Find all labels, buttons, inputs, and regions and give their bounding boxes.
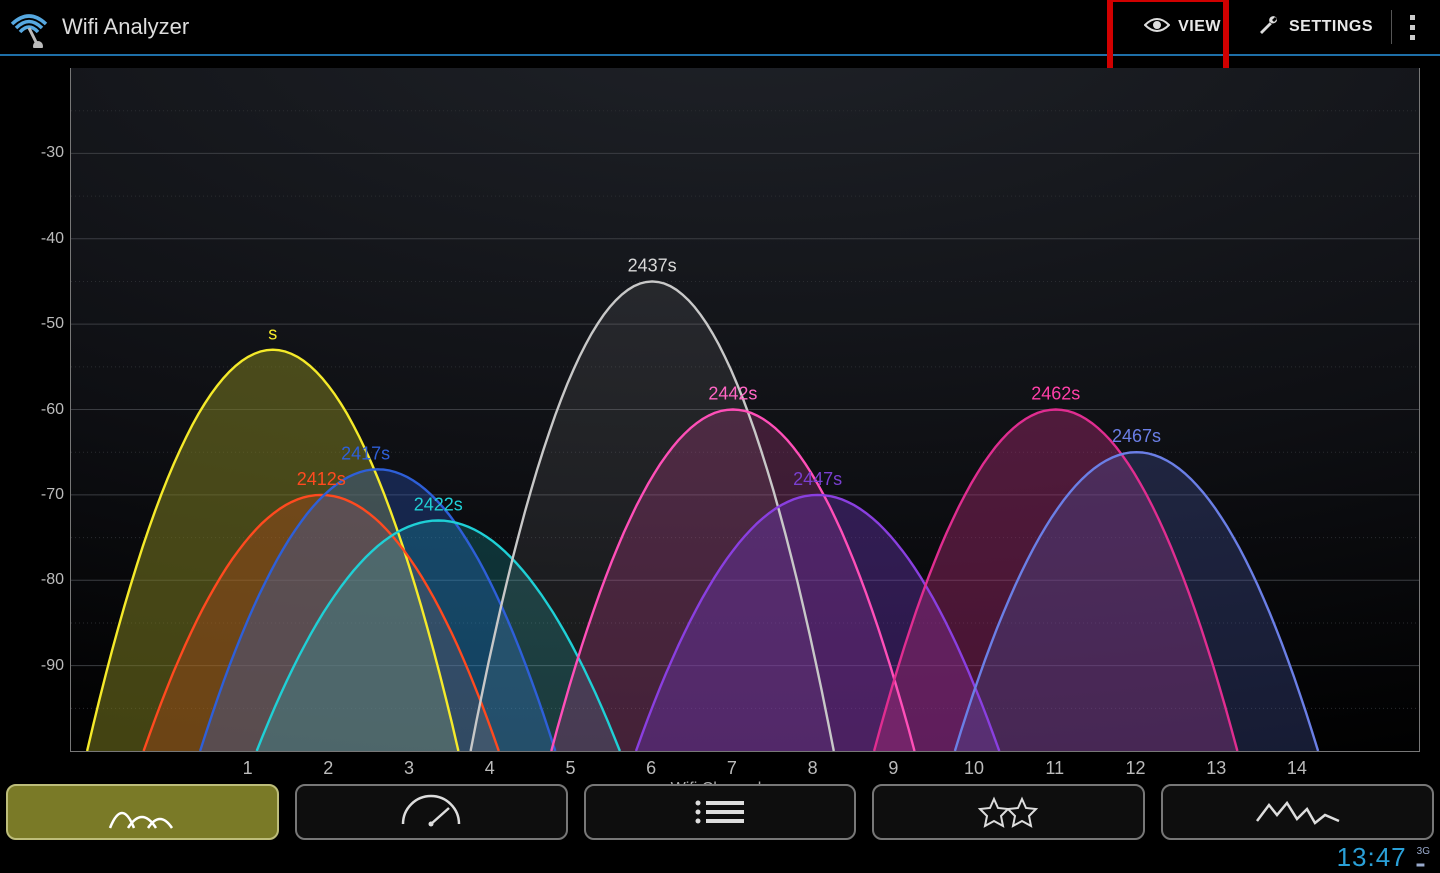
action-bar: Wifi Analyzer VIEW SETTINGS [0, 0, 1440, 56]
network-label: 2467s [1112, 426, 1161, 446]
x-tick-label: 6 [646, 758, 656, 779]
tab-signal-meter[interactable] [295, 784, 568, 840]
x-tick-label: 12 [1125, 758, 1145, 779]
app-title: Wifi Analyzer [62, 14, 189, 40]
x-tick-label: 8 [808, 758, 818, 779]
view-label: VIEW [1178, 18, 1221, 36]
x-tick-label: 2 [323, 758, 333, 779]
x-tick-label: 9 [888, 758, 898, 779]
y-tick-label: -90 [41, 657, 64, 675]
network-label: 2417s [341, 443, 390, 463]
y-tick-label: -70 [41, 486, 64, 504]
stars-icon [974, 795, 1044, 829]
list-icon [690, 795, 750, 829]
network-label: 2462s [1031, 384, 1080, 404]
app-icon [8, 6, 50, 48]
chart-area: Signal Strength [dBm] s2412s2417s2422s24… [12, 62, 1428, 794]
x-tick-label: 13 [1206, 758, 1226, 779]
settings-button[interactable]: SETTINGS [1239, 0, 1391, 55]
y-tick-label: -60 [41, 401, 64, 419]
x-tick-label: 14 [1287, 758, 1307, 779]
overflow-menu-button[interactable] [1392, 0, 1432, 55]
y-tick-label: -40 [41, 230, 64, 248]
network-label: 2412s [297, 469, 346, 489]
wrench-icon [1257, 13, 1281, 42]
tab-ap-list[interactable] [584, 784, 857, 840]
y-tick-label: -30 [41, 144, 64, 162]
network-label: 2442s [708, 384, 757, 404]
y-tick-label: -50 [41, 315, 64, 333]
tab-time-graph[interactable] [1161, 784, 1434, 840]
plot: s 2412s 2417s 2422s 2437s 2442s 2447s 2462s 2467… [70, 68, 1420, 752]
view-tabs [6, 784, 1434, 840]
x-tick-label: 1 [243, 758, 253, 779]
x-tick-label: 4 [485, 758, 495, 779]
tab-channel-graph[interactable] [6, 784, 279, 840]
clock: 13:47 [1337, 842, 1407, 873]
network-label: 2422s [414, 494, 463, 514]
x-tick-label: 5 [565, 758, 575, 779]
eye-icon [1144, 16, 1170, 39]
x-tick-label: 10 [964, 758, 984, 779]
x-tick-label: 3 [404, 758, 414, 779]
network-label: 2437s [628, 255, 677, 275]
settings-label: SETTINGS [1289, 18, 1373, 36]
y-tick-label: -80 [41, 571, 64, 589]
gauge-icon [391, 794, 471, 830]
time-graph-icon [1253, 795, 1343, 829]
battery-indicator: ▂ [1417, 857, 1425, 867]
channel-graph-icon [102, 794, 182, 830]
x-tick-label: 11 [1045, 758, 1064, 779]
network-label: 2447s [793, 469, 842, 489]
system-status-bar: 13:47 3G ▂ [0, 844, 1440, 870]
view-button[interactable]: VIEW [1126, 0, 1239, 55]
x-tick-label: 7 [727, 758, 737, 779]
tab-channel-rating[interactable] [872, 784, 1145, 840]
network-label: s [268, 324, 277, 344]
